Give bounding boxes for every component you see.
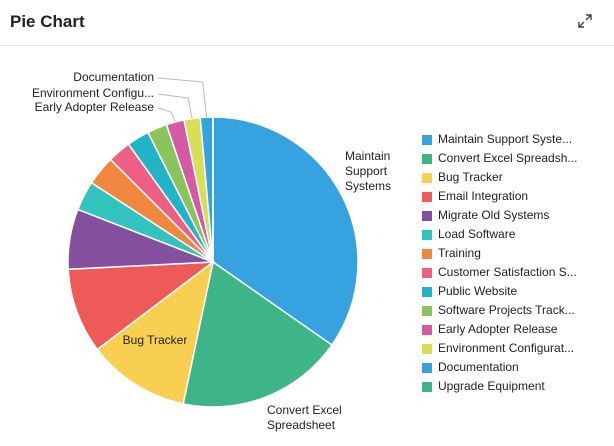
legend-label: Customer Satisfaction S... xyxy=(438,265,577,279)
pie-slice xyxy=(96,260,215,405)
legend-swatch xyxy=(422,344,432,354)
pie-slice xyxy=(212,116,359,347)
slice-label: Environment Configu... xyxy=(32,86,154,100)
legend-swatch xyxy=(422,325,432,335)
legend-label: Upgrade Equipment xyxy=(438,379,545,393)
slice-label: Maintain xyxy=(345,149,390,163)
slice-label: Spreadsheet xyxy=(267,418,336,432)
legend-label: Convert Excel Spreadsh... xyxy=(438,151,577,165)
legend-swatch xyxy=(422,173,432,183)
legend-swatch xyxy=(422,287,432,297)
panel-title: Pie Chart xyxy=(10,12,85,31)
legend-swatch xyxy=(422,211,432,221)
legend-swatch xyxy=(422,306,432,316)
legend-label: Public Website xyxy=(438,284,517,298)
leader-line xyxy=(157,107,176,123)
pie-slice xyxy=(67,261,216,351)
legend-label: Bug Tracker xyxy=(438,170,503,184)
legend-label: Early Adopter Release xyxy=(438,322,558,336)
legend-swatch xyxy=(422,154,432,164)
legend-swatch xyxy=(422,249,432,259)
slice-label: Systems xyxy=(345,179,391,193)
leader-line xyxy=(157,77,208,118)
slice-label: Documentation xyxy=(73,70,154,84)
expand-button[interactable] xyxy=(576,12,594,30)
legend-label: Environment Configurat... xyxy=(438,341,574,355)
slice-label: Support xyxy=(345,164,388,178)
slice-label: Convert Excel xyxy=(267,403,342,417)
legend-swatch xyxy=(422,363,432,373)
legend-swatch xyxy=(422,382,432,392)
legend-label: Load Software xyxy=(438,227,516,241)
legend-label: Documentation xyxy=(438,360,519,374)
pie-slice xyxy=(182,260,333,408)
legend-label: Training xyxy=(438,246,481,260)
legend-swatch xyxy=(422,230,432,240)
legend-label: Maintain Support Syste... xyxy=(438,132,572,146)
panel-header: Pie Chart xyxy=(0,0,614,46)
legend-label: Migrate Old Systems xyxy=(438,208,549,222)
slice-label: Early Adopter Release xyxy=(35,100,155,114)
legend-swatch xyxy=(422,192,432,202)
legend-label: Email Integration xyxy=(438,189,528,203)
legend-label: Software Projects Track... xyxy=(438,303,575,317)
legend-swatch xyxy=(422,268,432,278)
leader-line xyxy=(157,93,193,119)
legend-swatch xyxy=(422,135,432,145)
slice-label: Bug Tracker xyxy=(123,333,188,347)
